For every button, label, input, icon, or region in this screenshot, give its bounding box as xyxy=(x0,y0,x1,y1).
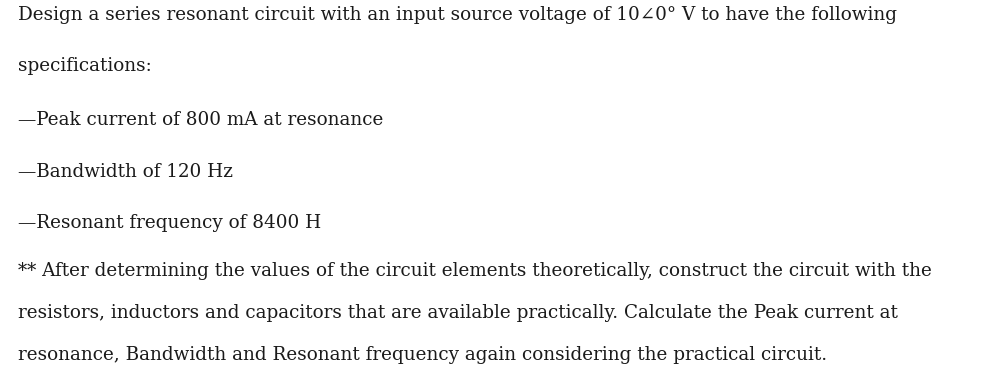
Text: resistors, inductors and capacitors that are available practically. Calculate th: resistors, inductors and capacitors that… xyxy=(18,304,897,322)
Text: —Peak current of 800 mA at resonance: —Peak current of 800 mA at resonance xyxy=(18,111,383,129)
Text: resonance, Bandwidth and Resonant frequency again considering the practical circ: resonance, Bandwidth and Resonant freque… xyxy=(18,346,826,364)
Text: —Bandwidth of 120 Hz: —Bandwidth of 120 Hz xyxy=(18,163,232,181)
Text: specifications:: specifications: xyxy=(18,57,152,75)
Text: —Resonant frequency of 8400 H: —Resonant frequency of 8400 H xyxy=(18,214,321,232)
Text: Design a series resonant circuit with an input source voltage of 10∠0° V to have: Design a series resonant circuit with an… xyxy=(18,6,896,24)
Text: ** After determining the values of the circuit elements theoretically, construct: ** After determining the values of the c… xyxy=(18,262,932,280)
